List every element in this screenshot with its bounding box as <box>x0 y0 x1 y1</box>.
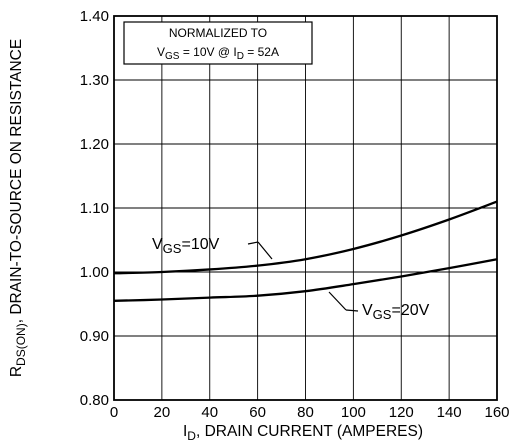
x-tick-label: 140 <box>437 404 462 421</box>
series-label-vgs10-leader-2 <box>257 241 273 260</box>
y-tick-labels: 0.80 0.90 1.00 1.10 1.20 1.30 1.40 <box>80 8 109 409</box>
series-label-vgs10-text: VGS=10V <box>152 236 220 256</box>
x-tick-label: 120 <box>389 404 414 421</box>
series-label-vgs10-leader <box>247 241 259 245</box>
x-tick-label: 20 <box>154 404 171 421</box>
x-tick-label: 160 <box>484 404 509 421</box>
y-axis-title: RDS(ON), DRAIN-TO-SOURCE ON RESISTANCE <box>8 39 28 377</box>
x-axis-title: ID, DRAIN CURRENT (AMPERES) <box>183 423 423 443</box>
x-tick-label: 0 <box>110 404 118 421</box>
series-label-vgs20-leader-2 <box>345 309 359 312</box>
y-tick-label: 1.20 <box>80 136 109 153</box>
annotation-frame <box>123 21 313 65</box>
series-label-vgs20-text: VGS=20V <box>362 302 430 322</box>
y-tick-label: 1.40 <box>80 8 109 25</box>
y-tick-label: 1.30 <box>80 72 109 89</box>
series-line-1 <box>113 258 498 302</box>
series-line-0 <box>113 200 498 275</box>
x-tick-label: 60 <box>249 404 266 421</box>
y-tick-label: 0.80 <box>80 392 109 409</box>
y-tick-label: 1.10 <box>80 200 109 217</box>
grid <box>113 15 498 401</box>
series-label-vgs10: VGS=10V <box>152 236 273 260</box>
plot-frame <box>113 15 498 401</box>
series-label-vgs20: VGS=20V <box>328 291 430 322</box>
annotation-line2: VGS = 10V @ ID = 52A <box>157 45 279 62</box>
annotation-line1: NORMALIZED TO <box>169 26 267 40</box>
y-tick-label: 1.00 <box>80 264 109 281</box>
x-tick-labels: 0 20 40 60 80 100 120 140 160 <box>110 404 510 421</box>
x-tick-label: 40 <box>201 404 218 421</box>
annotation-box: NORMALIZED TO VGS = 10V @ ID = 52A <box>123 21 313 65</box>
y-tick-label: 0.90 <box>80 328 109 345</box>
series-label-vgs20-leader <box>328 291 347 311</box>
series-lines <box>113 200 498 302</box>
x-tick-label: 80 <box>297 404 314 421</box>
x-tick-label: 100 <box>341 404 366 421</box>
